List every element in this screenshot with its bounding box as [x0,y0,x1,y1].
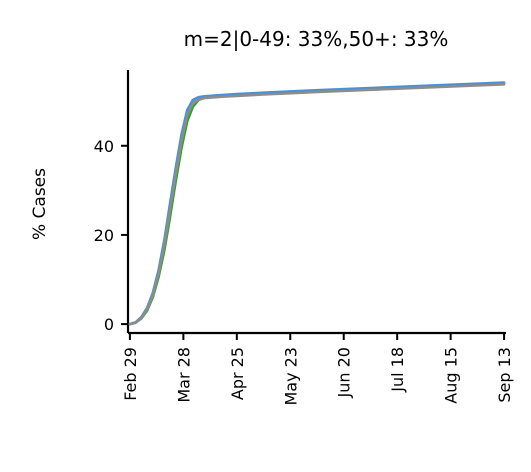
x-tick-label: Apr 25 [228,347,247,400]
x-tick-label: Feb 29 [121,347,140,401]
y-tick-label: 20 [94,226,114,245]
x-tick-label: Sep 13 [495,347,514,403]
x-tick-label: May 23 [281,347,300,406]
axes: 0 20 40 Feb 29 Mar 28 Apr 25 May 23 Jun 20 Jul 1… [94,70,514,406]
x-tick-label: Mar 28 [174,347,193,403]
series-lines [128,81,506,326]
y-tick-label: 40 [94,137,114,156]
chart-title: m=2|0-49: 33%,50+: 33% [184,27,449,51]
x-tick-label: Aug 15 [442,347,461,404]
x-tick-label: Jun 20 [335,347,354,398]
series-line-2 [128,83,506,326]
y-tick-label: 0 [104,315,114,334]
x-tick-label: Jul 18 [388,347,407,393]
y-axis-label: % Cases [30,168,50,240]
